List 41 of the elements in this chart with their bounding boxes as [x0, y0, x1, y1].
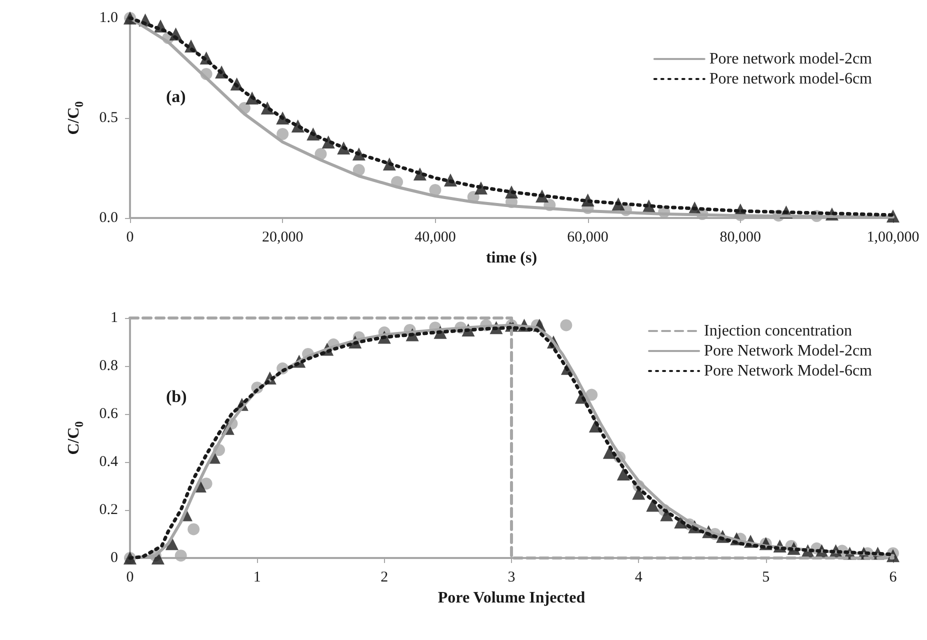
x-tick-label: 6: [889, 570, 898, 586]
y-tick-label: 1: [110, 310, 118, 326]
x-tick-label: 5: [762, 570, 770, 586]
x-tick-label: 1,00,000: [866, 230, 920, 246]
x-tick-label: 40,000: [414, 230, 456, 246]
legend-label: Pore Network Model-6cm: [704, 362, 873, 380]
legend-label: Pore network model-6cm: [709, 70, 873, 88]
x-tick-label: 3: [508, 570, 516, 586]
x-tick-label: 60,000: [567, 230, 608, 246]
y-tick-label: 0.6: [99, 406, 118, 422]
y-tick-label: 0.0: [99, 210, 118, 226]
annotation: (a): [166, 87, 186, 106]
point: [174, 550, 187, 562]
point: [616, 468, 630, 480]
legend-label: Pore network model-2cm: [709, 50, 873, 68]
x-tick-label: 4: [634, 570, 643, 586]
x-tick-label: 0: [126, 230, 134, 246]
x-axis-title: time (s): [486, 249, 538, 266]
point: [429, 184, 442, 196]
y-tick-label: 0.4: [99, 454, 118, 470]
point: [560, 319, 572, 332]
x-tick-label: 0: [126, 570, 134, 586]
x-tick-label: 80,000: [720, 230, 762, 246]
point: [602, 446, 616, 459]
y-tick-label: 1.0: [99, 10, 118, 26]
legend-label: Injection concentration: [704, 322, 852, 340]
legend-label: Pore Network Model-2cm: [704, 342, 873, 360]
y-tick-label: 0: [110, 550, 118, 566]
x-axis-title: Pore Volume Injected: [438, 589, 586, 606]
y-tick-label: 0.2: [99, 502, 118, 518]
point: [188, 523, 200, 536]
y-tick-label: 0.8: [99, 358, 118, 374]
point: [660, 508, 674, 522]
x-tick-label: 2: [380, 570, 388, 586]
point: [276, 128, 289, 140]
annotation: (b): [166, 387, 187, 406]
x-tick-label: 20,000: [262, 230, 304, 246]
y-axis-title: C/C0: [66, 421, 86, 455]
x-tick-label: 1: [253, 570, 261, 586]
y-axis-title: C/C0: [66, 101, 86, 135]
y-tick-label: 0.5: [99, 110, 118, 126]
